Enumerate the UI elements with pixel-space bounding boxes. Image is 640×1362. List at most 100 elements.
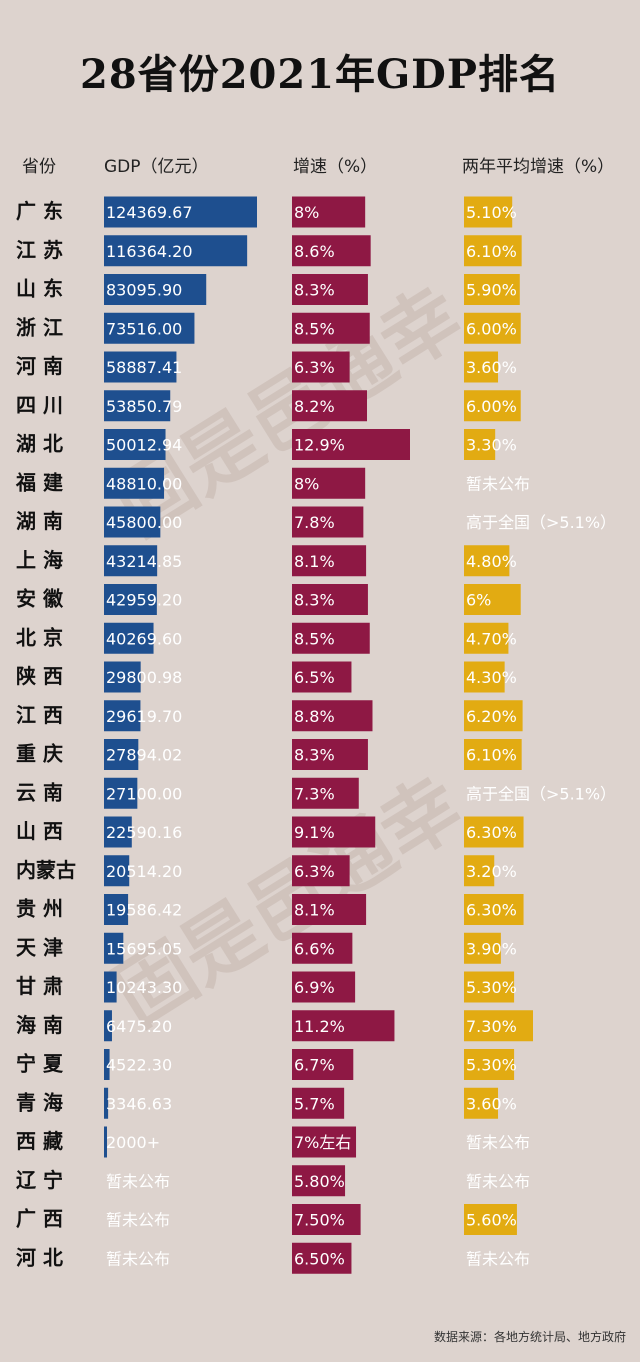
avg-growth-value-label: 3.60% bbox=[466, 1094, 517, 1113]
header-growth: 增速（%） bbox=[293, 157, 378, 177]
growth-value-label: 8.8% bbox=[294, 707, 335, 726]
growth-value-label: 7%左右 bbox=[294, 1133, 351, 1152]
avg-growth-value-label: 5.30% bbox=[466, 978, 517, 997]
avg-growth-value-label: 3.30% bbox=[466, 436, 517, 455]
province-label: 浙 江 bbox=[16, 315, 63, 339]
gdp-value-label: 10243.30 bbox=[106, 978, 182, 997]
avg-growth-value-label: 6.30% bbox=[466, 823, 517, 842]
gdp-bar bbox=[104, 274, 207, 305]
avg-growth-bar bbox=[464, 739, 522, 770]
avg-growth-bar bbox=[464, 700, 523, 732]
growth-bar bbox=[292, 622, 370, 654]
avg-growth-bar bbox=[464, 894, 524, 925]
gdp-bar bbox=[104, 467, 165, 499]
avg-growth-bar bbox=[464, 1087, 499, 1119]
gdp-bar bbox=[104, 235, 248, 267]
growth-bar bbox=[292, 1049, 354, 1080]
gdp-bar bbox=[104, 584, 157, 615]
gdp-value-label: 83095.90 bbox=[106, 281, 182, 300]
gdp-value-label: 43214.85 bbox=[106, 552, 182, 571]
gdp-value-label: 15695.05 bbox=[106, 939, 182, 958]
growth-value-label: 7.3% bbox=[294, 784, 335, 803]
growth-value-label: 11.2% bbox=[294, 1017, 345, 1036]
avg-growth-value-label: 7.30% bbox=[466, 1017, 517, 1036]
growth-value-label: 6.3% bbox=[294, 358, 335, 377]
growth-value-label: 6.7% bbox=[294, 1056, 335, 1075]
growth-value-label: 6.5% bbox=[294, 668, 335, 687]
growth-bar bbox=[292, 235, 371, 267]
growth-value-label: 8.3% bbox=[294, 591, 335, 610]
province-label: 湖 南 bbox=[16, 509, 63, 533]
gdp-value-label: 58887.41 bbox=[106, 358, 182, 377]
growth-value-label: 8.5% bbox=[294, 629, 335, 648]
avg-growth-value-label: 3.60% bbox=[466, 358, 517, 377]
province-label: 贵 州 bbox=[16, 897, 63, 921]
province-label: 宁 夏 bbox=[16, 1052, 64, 1076]
gdp-value-label: 暂未公布 bbox=[106, 1249, 170, 1268]
gdp-bar bbox=[104, 739, 139, 770]
province-label: 上 海 bbox=[16, 548, 63, 572]
gdp-value-label: 6475.20 bbox=[106, 1017, 172, 1036]
gdp-bar bbox=[104, 1087, 109, 1119]
growth-value-label: 5.80% bbox=[294, 1172, 345, 1191]
province-label: 北 京 bbox=[16, 625, 63, 649]
province-label: 河 南 bbox=[16, 354, 63, 378]
growth-bar bbox=[292, 932, 353, 964]
data-source: 数据来源：各地方统计局、地方政府 bbox=[433, 1330, 626, 1344]
growth-bar bbox=[292, 429, 410, 460]
gdp-bar bbox=[104, 545, 158, 577]
growth-value-label: 12.9% bbox=[294, 436, 345, 455]
province-label: 天 津 bbox=[16, 935, 63, 959]
avg-growth-bar bbox=[464, 390, 521, 422]
growth-value-label: 8.3% bbox=[294, 281, 335, 300]
growth-value-label: 6.3% bbox=[294, 862, 335, 881]
growth-value-label: 6.6% bbox=[294, 939, 335, 958]
gdp-value-label: 4522.30 bbox=[106, 1056, 172, 1075]
avg-growth-bar bbox=[464, 816, 524, 848]
province-label: 重 庆 bbox=[16, 742, 63, 766]
growth-value-label: 8.2% bbox=[294, 397, 335, 416]
gdp-value-label: 73516.00 bbox=[106, 319, 182, 338]
growth-bar bbox=[292, 1087, 345, 1119]
growth-bar bbox=[292, 816, 376, 848]
growth-bar bbox=[292, 351, 350, 383]
province-label: 四 川 bbox=[16, 393, 63, 417]
gdp-bar bbox=[104, 429, 166, 460]
avg-growth-value-label: 5.10% bbox=[466, 203, 517, 222]
growth-bar bbox=[292, 971, 356, 1003]
avg-growth-value-label: 6.10% bbox=[466, 242, 517, 261]
avg-growth-bar bbox=[464, 661, 505, 693]
avg-growth-value-label: 暂未公布 bbox=[466, 474, 530, 493]
gdp-value-label: 暂未公布 bbox=[106, 1172, 170, 1191]
avg-growth-bar bbox=[464, 971, 515, 1003]
province-label: 内蒙古 bbox=[16, 858, 76, 882]
gdp-bar bbox=[104, 816, 132, 848]
gdp-bar bbox=[104, 196, 257, 228]
growth-bar bbox=[292, 1165, 346, 1197]
header-avg-growth: 两年平均增速（%） bbox=[462, 157, 615, 177]
province-label: 云 南 bbox=[16, 780, 63, 804]
avg-growth-value-label: 6.00% bbox=[466, 397, 517, 416]
gdp-value-label: 29800.98 bbox=[106, 668, 182, 687]
province-label: 江 苏 bbox=[16, 238, 63, 262]
avg-growth-value-label: 6% bbox=[466, 591, 491, 610]
province-label: 海 南 bbox=[16, 1013, 63, 1037]
avg-growth-bar bbox=[464, 274, 520, 305]
gdp-bar bbox=[104, 351, 177, 383]
avg-growth-value-label: 4.80% bbox=[466, 552, 517, 571]
growth-value-label: 7.50% bbox=[294, 1211, 345, 1230]
avg-growth-value-label: 高于全国（>5.1%） bbox=[466, 513, 616, 532]
avg-growth-bar bbox=[464, 932, 501, 964]
province-label: 陕 西 bbox=[16, 664, 63, 688]
growth-bar bbox=[292, 1010, 395, 1042]
gdp-bar bbox=[104, 622, 154, 654]
growth-bar bbox=[292, 196, 366, 228]
growth-bar bbox=[292, 545, 367, 577]
avg-growth-value-label: 暂未公布 bbox=[466, 1249, 530, 1268]
header-gdp: GDP（亿元） bbox=[104, 157, 209, 177]
province-label: 安 徽 bbox=[16, 587, 64, 611]
growth-bar bbox=[292, 855, 350, 887]
gdp-bar bbox=[104, 855, 130, 887]
gdp-value-label: 29619.70 bbox=[106, 707, 182, 726]
